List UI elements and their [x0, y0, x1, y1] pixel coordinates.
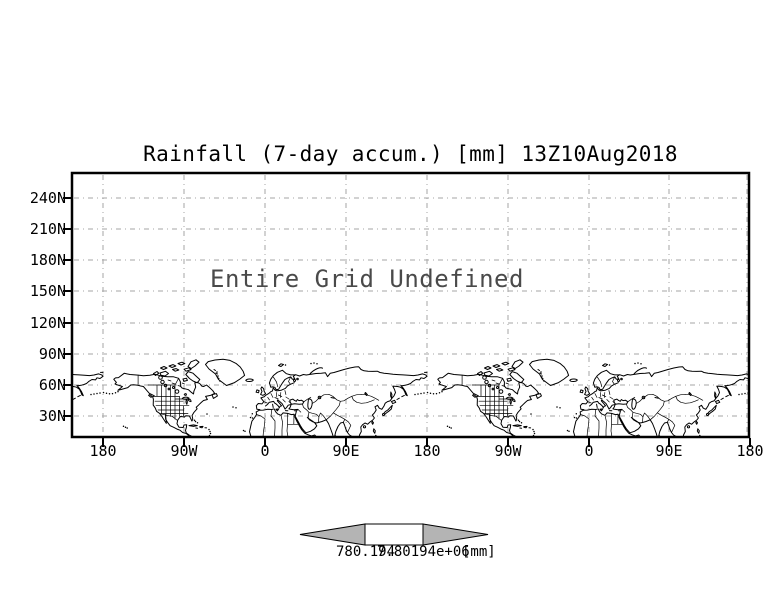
y-axis-tick-label: 30N: [38, 407, 66, 425]
x-axis-tick-label: 0: [584, 442, 594, 460]
plot-title: Rainfall (7-day accum.) [mm] 13Z10Aug201…: [143, 142, 678, 166]
y-axis-tick-label: 180N: [29, 251, 66, 269]
y-axis-tick-label: 150N: [29, 282, 66, 300]
y-axis-tick-label: 90N: [38, 345, 66, 363]
colorbar-left-value: 780.194: [336, 544, 396, 560]
colorbar-box: [364, 523, 424, 546]
x-axis-tick-label: 90W: [170, 442, 198, 460]
x-axis-tick-label: 180: [736, 442, 764, 460]
undefined-grid-message: Entire Grid Undefined: [210, 265, 524, 293]
colorbar: [299, 523, 489, 546]
x-axis-tick-label: 90E: [655, 442, 683, 460]
x-axis-tick-label: 180: [89, 442, 117, 460]
grid-lines: [74, 175, 748, 436]
x-axis-tick-label: 0: [260, 442, 270, 460]
x-axis-tick-label: 90W: [494, 442, 522, 460]
x-axis-tick-label: 90E: [332, 442, 360, 460]
y-axis-tick-label: 210N: [29, 220, 66, 238]
axis-ticks: [63, 197, 751, 447]
colorbar-left-arrow: [299, 523, 366, 546]
x-axis-tick-label: 180: [413, 442, 441, 460]
y-axis-tick-label: 60N: [38, 376, 66, 394]
y-axis-tick-label: 120N: [29, 314, 66, 332]
colorbar-right-value: 7.80194e+06: [377, 544, 470, 560]
y-axis-tick-label: 240N: [29, 189, 66, 207]
plot-frame: [70, 171, 751, 439]
world-map-coastlines: [73, 358, 748, 436]
colorbar-right-arrow: [422, 523, 489, 546]
colorbar-units-label: [mm]: [462, 544, 496, 560]
